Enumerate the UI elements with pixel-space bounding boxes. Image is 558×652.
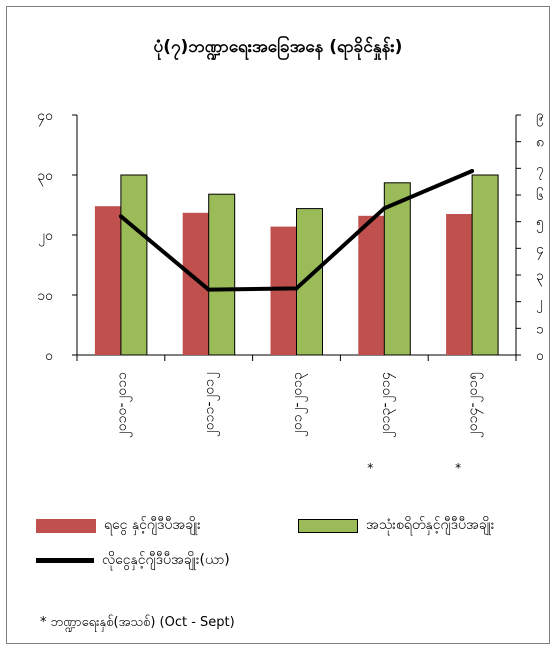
legend-label-expenditure: အသုံးစရိတ်နှင့်ဂျီဒီပီအချိုး: [366, 517, 495, 533]
x-tick-label: ၂၀၁၄-၂၀၁၅: [465, 372, 483, 438]
y-right-tick-label: ၄: [536, 241, 544, 259]
legend-swatch-expenditure: [298, 518, 358, 533]
legend-item-revenue: ရငွေ နှင့်ဂျီဒီပီအချိုး: [36, 515, 201, 536]
y-left-tick-label: ၀: [45, 348, 53, 364]
x-tick-label: ၂၀၁၂-၂၀၁၃: [290, 372, 308, 437]
x-tick-label: ၂၀၁၁-၂၀၁၂: [202, 372, 220, 437]
y-left-tick-label: ၁၀: [37, 288, 53, 304]
y-right-tick-label: ၉: [536, 108, 544, 126]
bar-expenditure: [208, 193, 236, 356]
legend-item-expenditure: အသုံးစရိတ်နှင့်ဂျီဒီပီအချိုး: [298, 515, 495, 536]
y-right-tick-label: ၆: [536, 188, 544, 204]
y-right-tick-label: ၅: [536, 215, 544, 233]
y-left-tick-label: ၄၀: [37, 108, 53, 126]
x-tick-mark: *: [367, 461, 373, 475]
x-tick-label: ၂၀၁၀-၂၀၁၁: [114, 372, 132, 438]
bar-revenue: [358, 215, 385, 355]
footnote: * ဘဏ္ဍာရေးနှစ်(အသစ်) (Oct - Sept): [40, 615, 235, 630]
x-tick-label: ၂၀၁၃-၂၀၁၄: [377, 372, 395, 438]
bar-expenditure: [120, 174, 148, 356]
y-right-tick-label: ၃: [536, 268, 544, 286]
line-point-deficit: [470, 169, 475, 173]
line-point-deficit: [382, 206, 387, 211]
y-left-tick-label: ၃၀: [37, 168, 53, 186]
legend-swatch-deficit: [36, 558, 94, 563]
chart-title: ပုံ(၇)ဘဏ္ဍာရေးအခြေအနေ (ရာခိုင်နှုန်း): [153, 37, 403, 57]
legend-label-revenue: ရငွေ နှင့်ဂျီဒီပီအချိုး: [104, 517, 201, 533]
bar-revenue: [94, 206, 121, 355]
legend-label-deficit: လိုငွေနှင့်ဂျီဒီပီအချိုး(ယာ): [102, 552, 230, 568]
legend-swatch-revenue: [36, 518, 96, 533]
y-right-tick-label: ၀: [536, 348, 544, 364]
line-point-deficit: [294, 286, 299, 291]
bar-expenditure: [471, 174, 499, 356]
bar-revenue: [270, 226, 297, 355]
bar-revenue: [446, 214, 473, 355]
y-right-tick-label: ၈: [536, 135, 544, 151]
bar-expenditure: [383, 182, 411, 356]
bar-expenditure: [296, 208, 323, 356]
y-right-tick-label: ၇: [536, 161, 544, 179]
y-right-tick-label: ၂: [536, 295, 543, 313]
y-left-tick-label: ၂၀: [38, 228, 53, 246]
y-right-tick-label: ၁: [536, 321, 544, 337]
x-tick-mark: *: [455, 461, 461, 475]
legend-item-deficit: လိုငွေနှင့်ဂျီဒီပီအချိုး(ယာ): [36, 550, 230, 571]
line-point-deficit: [206, 287, 211, 292]
line-point-deficit: [118, 214, 123, 219]
